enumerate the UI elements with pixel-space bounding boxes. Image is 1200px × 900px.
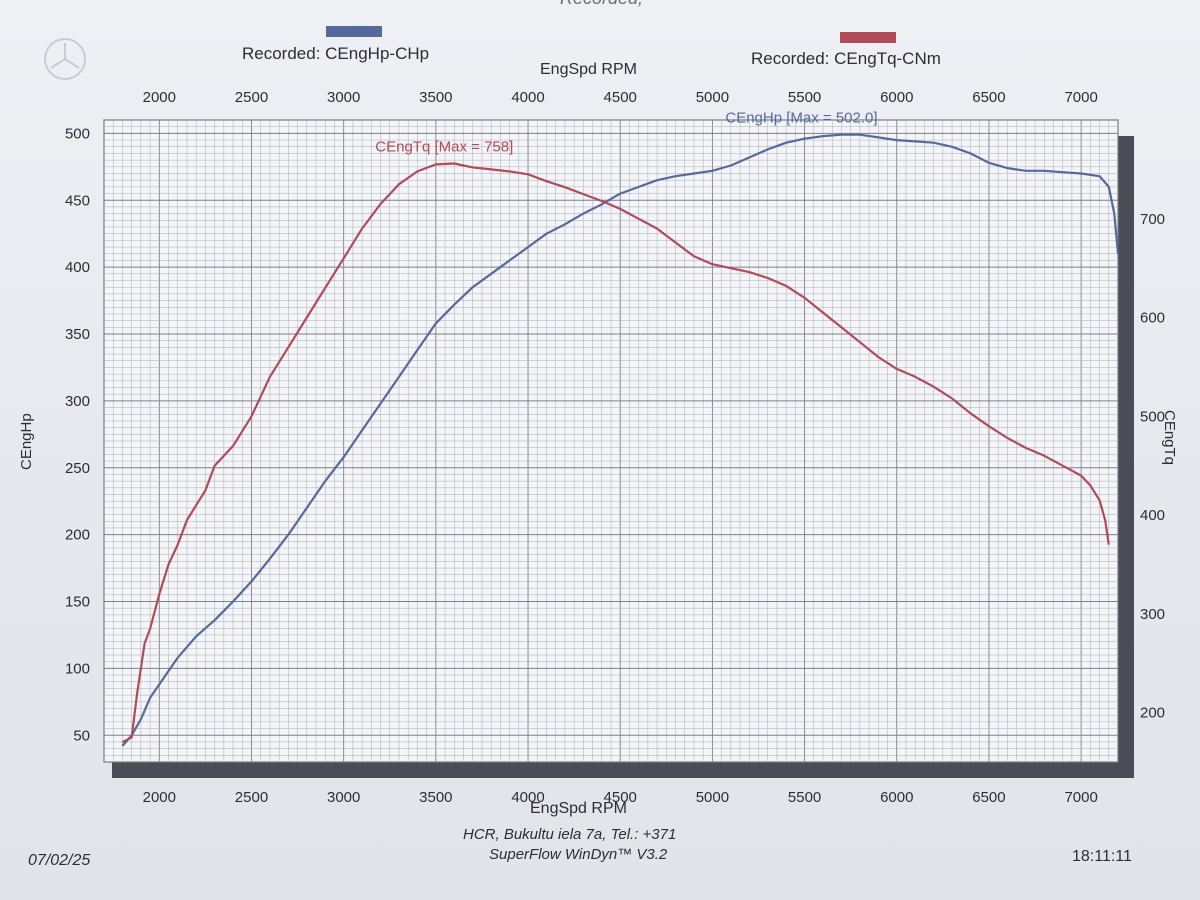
x-tick-label-top: 2500 [235,89,268,106]
x-tick-label-top: 3500 [419,89,452,106]
x-tick-label-bottom: 6000 [880,789,913,806]
x-tick-label-top: 3000 [327,89,360,106]
annotation-CEngHp: CEngHp [Max = 502.0] [725,110,877,127]
axis-tick-labels: 2000 2000 2500 2500 3000 3000 3500 3500 4000 4000… [65,89,1165,806]
series-line-CEngHp [121,133,1120,747]
x-tick-label-bottom: 2500 [235,789,268,806]
x-axis-title-bottom: EngSpd RPM [530,800,627,817]
x-tick-label-bottom: 5000 [696,789,729,806]
x-tick-label-bottom: 3000 [327,789,360,806]
x-tick-label-top: 2000 [143,89,176,106]
legend-tq-label: Recorded: CEngTq-CNm [751,49,941,68]
series-lines [121,133,1120,747]
y-tick-label-right: 300 [1140,606,1165,623]
x-tick-label-bottom: 3500 [419,789,452,806]
x-tick-label-bottom: 4000 [511,789,544,806]
x-tick-label-bottom: 7000 [1064,789,1097,806]
x-tick-label-top: 5500 [788,89,821,106]
footer-address: HCR, Bukultu iela 7a, Tel.: +371 [463,826,677,843]
plot-grid [103,119,1119,763]
legend-hp-swatch [326,26,382,37]
y-tick-label-right: 600 [1140,310,1165,327]
x-tick-label-bottom: 2000 [143,789,176,806]
y-tick-label-left: 300 [65,393,90,410]
x-tick-label-top: 4000 [511,89,544,106]
legend-tq-swatch [840,32,896,43]
legend-hp-label: Recorded: CEngHp-CHp [242,44,430,63]
curve-annotations: CEngHp [Max = 502.0] CEngTq [Max = 758] [375,110,877,156]
y-tick-label-right: 700 [1140,211,1165,228]
y-tick-label-left: 400 [65,259,90,276]
brand-logo [44,38,86,80]
x-tick-label-bottom: 5500 [788,789,821,806]
x-tick-label-top: 7000 [1064,89,1097,106]
x-tick-label-top: 6000 [880,89,913,106]
annotation-CEngTq: CEngTq [Max = 758] [375,138,513,155]
y-tick-label-right: 200 [1140,705,1165,722]
x-axis-title-top: EngSpd RPM [540,61,637,78]
footer-software: SuperFlow WinDyn™ V3.2 [489,846,668,863]
y-tick-label-left: 250 [65,460,90,477]
footer-time: 18:11:11 [1072,848,1132,865]
series-line-CEngTq [121,162,1110,744]
recorded-header-text: Recorded; [560,0,643,9]
y-tick-label-right: 400 [1140,507,1165,524]
y-tick-label-left: 150 [65,594,90,611]
x-tick-label-bottom: 4500 [604,789,637,806]
x-tick-label-top: 5000 [696,89,729,106]
y-tick-label-left: 100 [65,660,90,677]
y-tick-label-right: 500 [1140,408,1165,425]
x-tick-label-top: 4500 [604,89,637,106]
y-tick-label-left: 500 [65,125,90,142]
footer-date: 07/02/25 [28,852,91,869]
y-tick-label-left: 200 [65,527,90,544]
y-tick-label-left: 350 [65,326,90,343]
y-tick-label-left: 450 [65,192,90,209]
x-tick-label-top: 6500 [972,89,1005,106]
y-tick-label-left: 50 [73,727,90,744]
x-tick-label-bottom: 6500 [972,789,1005,806]
